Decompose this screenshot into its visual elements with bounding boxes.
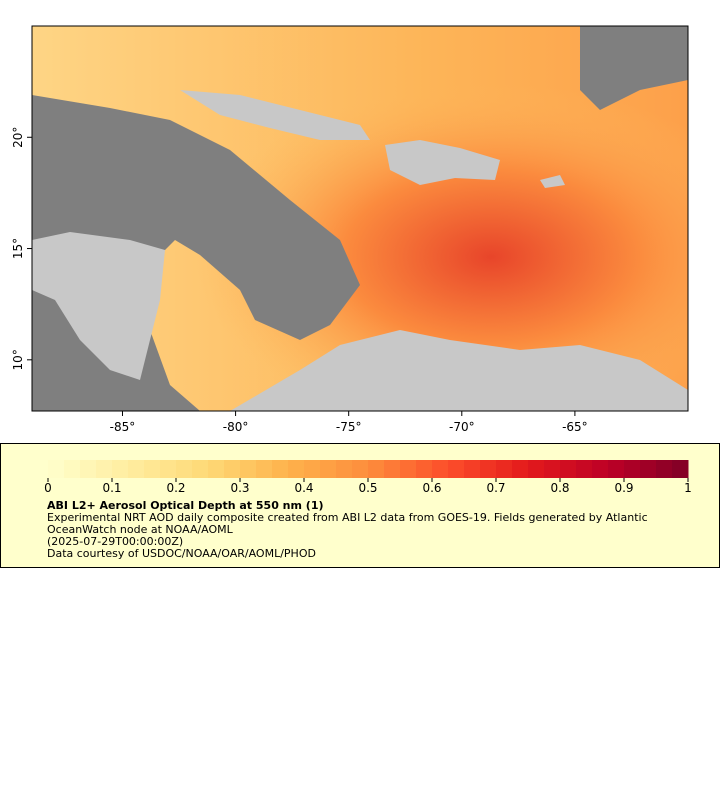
- y-tick-label: 10°: [11, 349, 25, 370]
- colorbar-cell: [304, 460, 321, 478]
- legend-text: ABI L2+ Aerosol Optical Depth at 550 nm …: [47, 500, 687, 560]
- land: [32, 232, 165, 380]
- colorbar-tick-label: 0.3: [230, 481, 249, 495]
- colorbar-cell: [80, 460, 97, 478]
- colorbar-cell: [288, 460, 305, 478]
- colorbar-cell: [608, 460, 625, 478]
- map-field: [32, 26, 688, 411]
- colorbar-cell: [336, 460, 353, 478]
- colorbar-cell: [480, 460, 497, 478]
- colorbar-cell: [448, 460, 465, 478]
- colorbar-cell: [416, 460, 433, 478]
- land: [230, 330, 688, 411]
- colorbar-cell: [432, 460, 449, 478]
- colorbar-tick-label: 0.6: [422, 481, 441, 495]
- credit: Data courtesy of USDOC/NOAA/OAR/AOML/PHO…: [47, 547, 316, 560]
- colorbar-cell: [112, 460, 129, 478]
- colorbar-cell: [496, 460, 513, 478]
- colorbar-cell: [128, 460, 145, 478]
- colorbar-tick-label: 0.7: [486, 481, 505, 495]
- land: [540, 175, 565, 188]
- colorbar-cell: [528, 460, 545, 478]
- land: [385, 140, 500, 185]
- colorbar-cell: [256, 460, 273, 478]
- colorbar-cell: [240, 460, 257, 478]
- description: Experimental NRT AOD daily composite cre…: [47, 511, 648, 536]
- x-tick-label: -80°: [223, 420, 249, 434]
- colorbar-cell: [48, 460, 65, 478]
- x-tick-label: -75°: [336, 420, 362, 434]
- no-data: [580, 26, 688, 110]
- colorbar-tick-label: 0.8: [550, 481, 569, 495]
- colorbar-tick-label: 0.9: [614, 481, 633, 495]
- colorbar-tick-label: 0.1: [102, 481, 121, 495]
- map-frame: [31, 25, 689, 412]
- colorbar-cell: [576, 460, 593, 478]
- land: [180, 90, 370, 140]
- colorbar-cell: [320, 460, 337, 478]
- title: ABI L2+ Aerosol Optical Depth at 550 nm …: [47, 499, 324, 512]
- colorbar-cell: [624, 460, 641, 478]
- colorbar-cell: [192, 460, 209, 478]
- colorbar-cell: [224, 460, 241, 478]
- date: (2025-07-29T00:00:00Z): [47, 535, 184, 548]
- colorbar-tick-label: 0.2: [166, 481, 185, 495]
- colorbar-cell: [544, 460, 561, 478]
- colorbar-cell: [560, 460, 577, 478]
- colorbar-cell: [640, 460, 657, 478]
- x-tick-label: -85°: [110, 420, 136, 434]
- colorbar: 0 0.1 0.2 0.3 0.4 0.5 0.6 0.7 0.8 0.9 1: [44, 460, 692, 495]
- colorbar-cell: [144, 460, 161, 478]
- colorbar-cell: [672, 460, 689, 478]
- colorbar-cell: [400, 460, 417, 478]
- colorbar-tick-label: 0.5: [358, 481, 377, 495]
- axes: -85° -80° -75° -70° -65° 10° 15° 20°: [11, 127, 588, 434]
- colorbar-cell: [96, 460, 113, 478]
- colorbar-cell: [464, 460, 481, 478]
- colorbar-cell: [512, 460, 529, 478]
- colorbar-cell: [176, 460, 193, 478]
- colorbar-tick-label: 0.4: [294, 481, 313, 495]
- x-tick-label: -70°: [449, 420, 475, 434]
- y-tick-label: 15°: [11, 238, 25, 259]
- x-tick-label: -65°: [562, 420, 588, 434]
- colorbar-cell: [208, 460, 225, 478]
- colorbar-cell: [160, 460, 177, 478]
- colorbar-cell: [368, 460, 385, 478]
- colorbar-cell: [384, 460, 401, 478]
- colorbar-cell: [272, 460, 289, 478]
- colorbar-cell: [592, 460, 609, 478]
- colorbar-cell: [656, 460, 673, 478]
- colorbar-tick-label: 1: [684, 481, 692, 495]
- colorbar-cell: [352, 460, 369, 478]
- colorbar-tick-label: 0: [44, 481, 52, 495]
- y-tick-label: 20°: [11, 127, 25, 148]
- colorbar-cell: [64, 460, 81, 478]
